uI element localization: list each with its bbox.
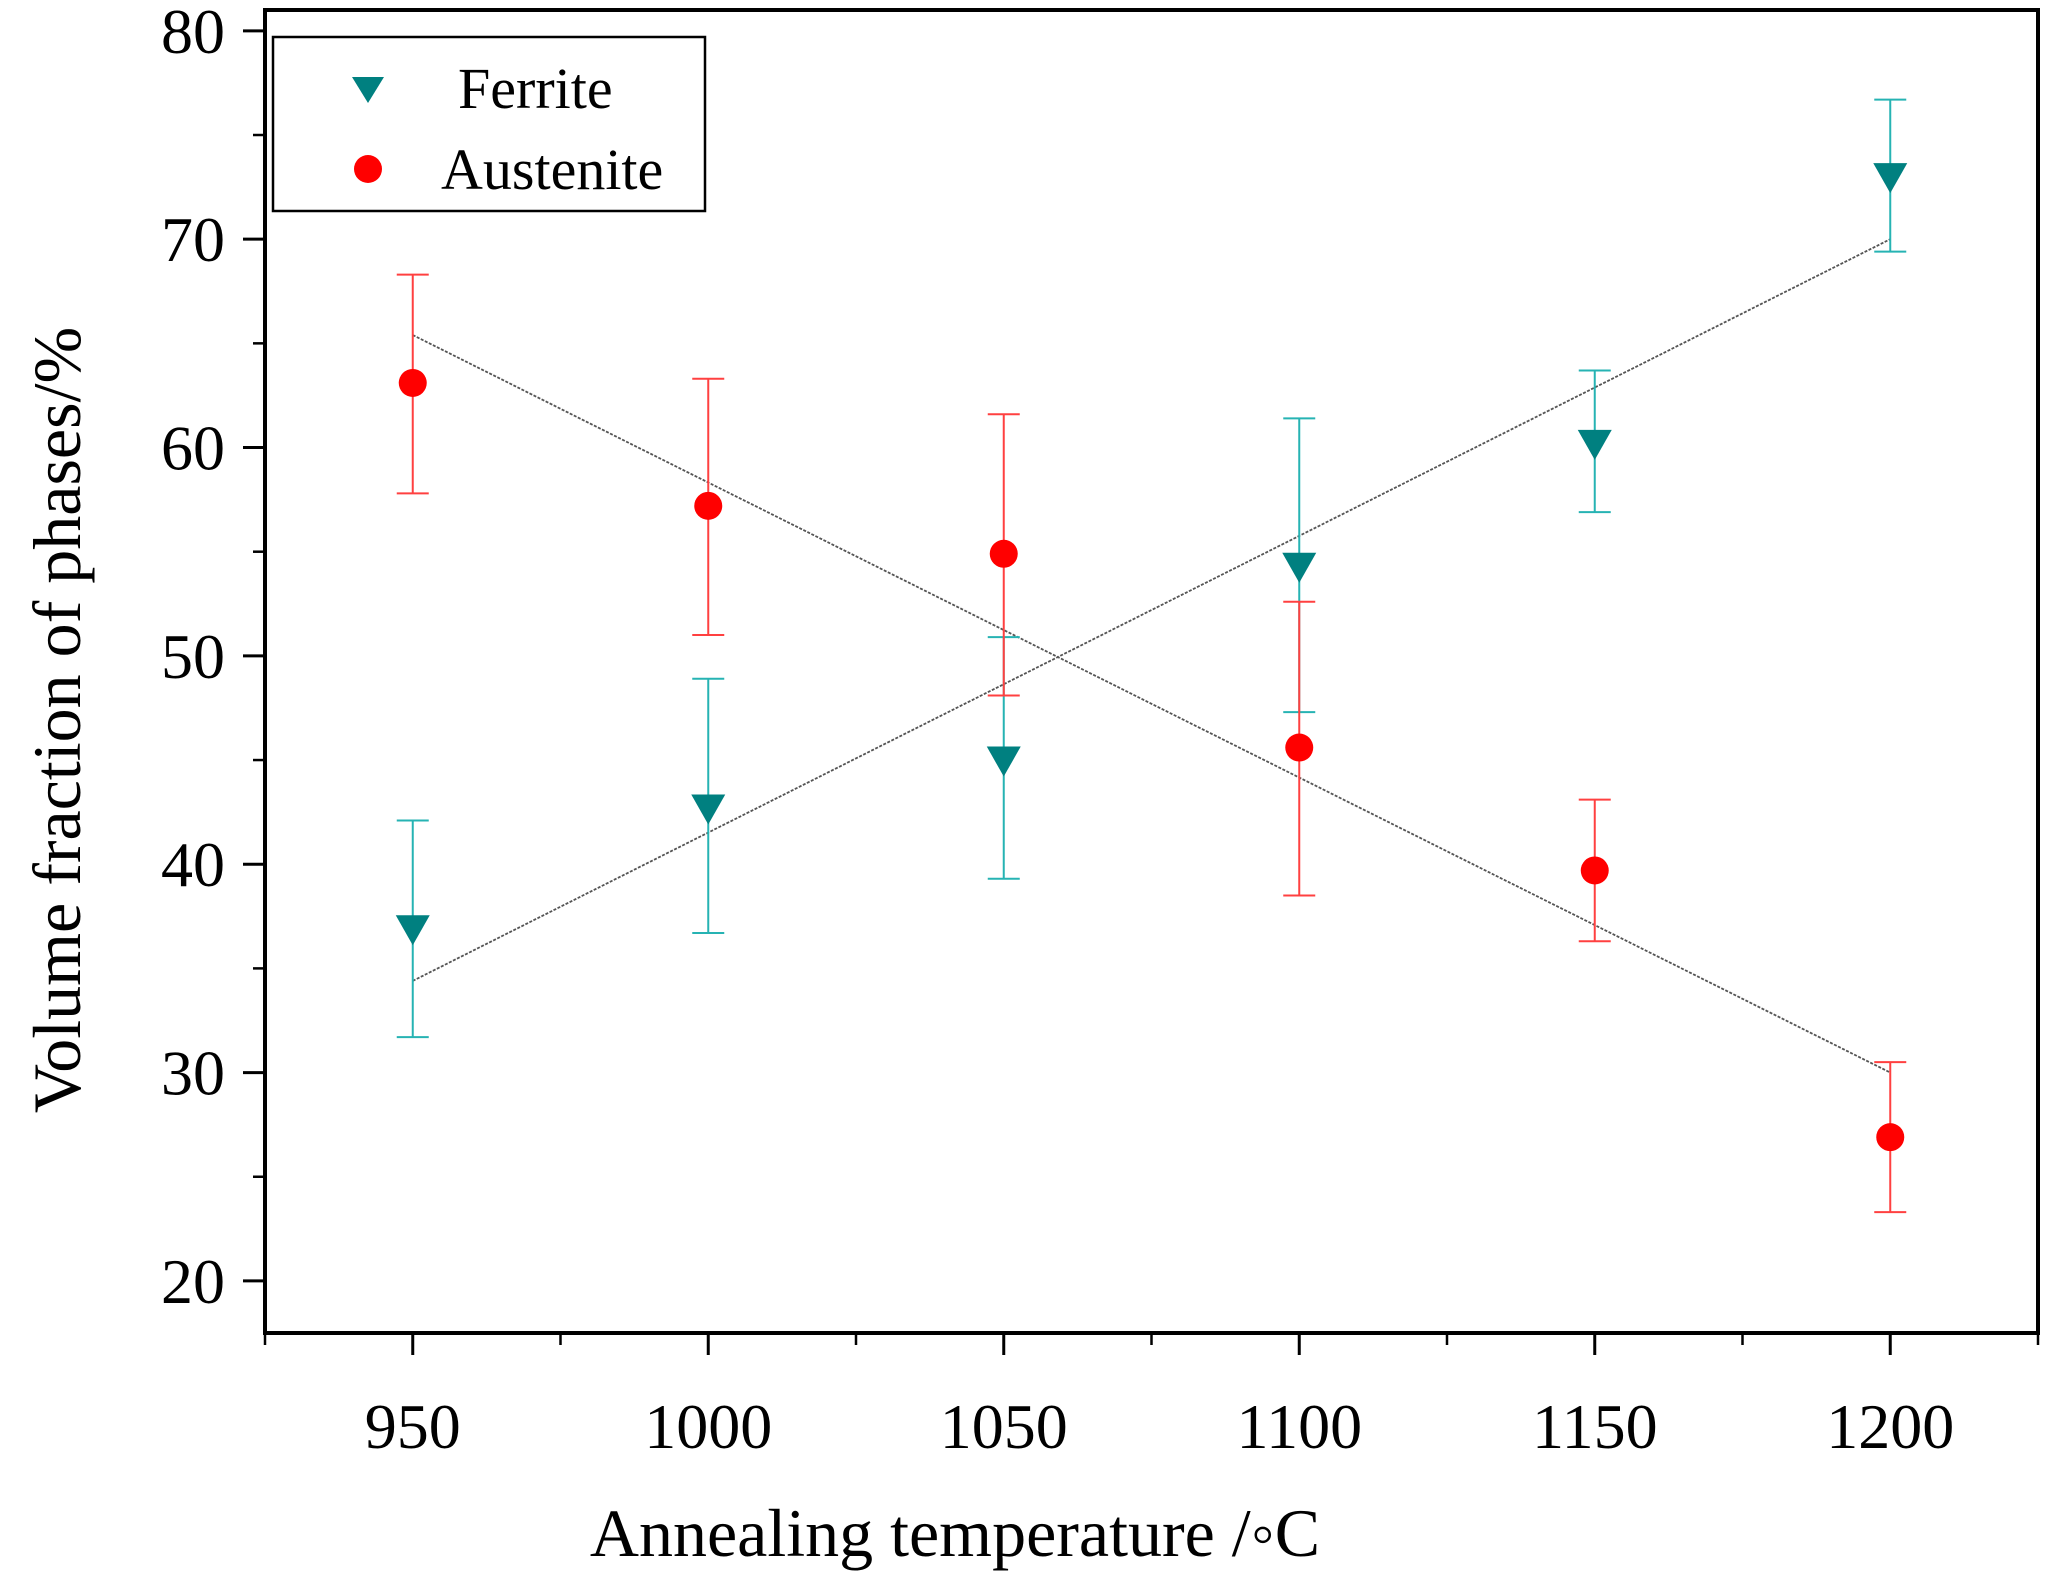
legend-ferrite-label: Ferrite <box>458 56 613 121</box>
y-tick-label: 20 <box>161 1246 225 1317</box>
legend-austenite-marker <box>354 155 382 183</box>
x-tick-label: 1200 <box>1826 1391 1954 1462</box>
minor-ticks <box>253 133 2040 1345</box>
y-axis-title: Volume fraction of phases/% <box>19 327 95 1113</box>
y-tick-label: 50 <box>161 621 225 692</box>
fit-lines <box>412 238 1891 1074</box>
legend: Ferrite Austenite <box>271 35 707 213</box>
y-tick-label: 70 <box>161 204 225 275</box>
data-markers <box>395 163 1908 1152</box>
ferrite-fit-line <box>412 238 1891 982</box>
austenite-point <box>398 368 427 397</box>
legend-austenite-label: Austenite <box>441 137 663 202</box>
x-tick-label: 950 <box>365 1391 461 1462</box>
austenite-point <box>1876 1123 1905 1152</box>
ferrite-point <box>1577 429 1612 460</box>
ferrite-point <box>1282 552 1317 583</box>
y-axis: 20 30 40 50 60 70 80 <box>161 0 265 1317</box>
ferrite-point <box>691 794 726 825</box>
ferrite-point <box>395 915 430 946</box>
austenite-fit-line <box>412 334 1891 1074</box>
legend-ferrite-marker <box>352 77 384 103</box>
x-axis-title: Annealing temperature /◦C <box>590 1495 1320 1571</box>
austenite-point <box>694 491 723 520</box>
legend-box <box>271 35 707 213</box>
x-axis: 950 1000 1050 1100 1150 1200 <box>365 1333 1954 1462</box>
ferrite-point <box>986 746 1021 777</box>
x-tick-label: 1150 <box>1532 1391 1658 1462</box>
y-tick-label: 40 <box>161 829 225 900</box>
y-tick-label: 60 <box>161 413 225 484</box>
y-tick-label: 80 <box>161 0 225 67</box>
ferrite-point <box>1873 163 1908 194</box>
austenite-point <box>1285 733 1314 762</box>
plot-frame <box>263 8 2040 1335</box>
austenite-point <box>1580 856 1609 885</box>
x-tick-label: 1050 <box>940 1391 1068 1462</box>
y-tick-label: 30 <box>161 1038 225 1109</box>
austenite-point <box>989 539 1018 568</box>
x-tick-label: 1000 <box>644 1391 772 1462</box>
error-bars <box>396 98 1907 1214</box>
x-tick-label: 1100 <box>1236 1391 1362 1462</box>
